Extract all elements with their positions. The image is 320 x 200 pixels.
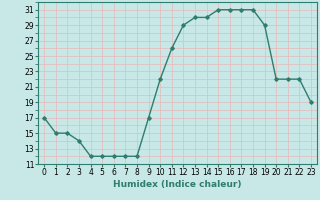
- X-axis label: Humidex (Indice chaleur): Humidex (Indice chaleur): [113, 180, 242, 189]
